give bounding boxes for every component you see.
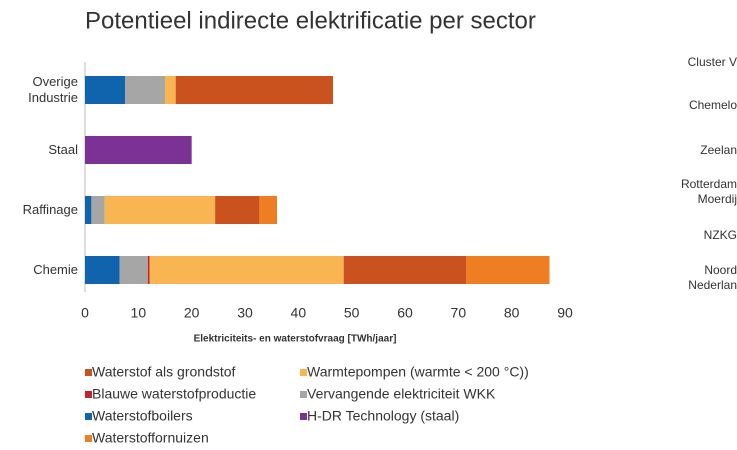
x-tick-label: 30 [237,305,253,321]
bar-segment [259,196,277,224]
y-tick-label: Raffinage [22,202,78,217]
bar-segment [165,76,176,104]
bar-segment [147,256,150,284]
legend-label: Warmtepompen (warmte < 200 °C)) [307,364,529,380]
x-tick-label: 40 [291,305,307,321]
legend-label: Waterstofboilers [92,408,193,424]
y-tick-label: Cluster V [687,54,737,69]
x-tick-label: 60 [397,305,413,321]
bar-segment [175,76,333,104]
x-axis-label: Elektriciteits- en waterstofvraag [TWh/j… [194,334,397,345]
x-tick-label: 80 [504,305,520,321]
legend-swatch [300,369,307,376]
x-tick-label: 70 [451,305,467,321]
bar-segment [91,196,105,224]
y-tick-label: Chemie [33,262,78,277]
legend-label: Waterstoffornuizen [92,430,209,446]
x-tick-label: 0 [81,305,89,321]
legend-label: Blauwe waterstofproductie [92,386,256,402]
x-tick-label: 10 [131,305,147,321]
legend-swatch [300,391,307,398]
y-tick-label: Zeelan [700,142,737,157]
bar-segment [85,136,192,164]
bar-segment [125,76,165,104]
legend-swatch [85,391,92,398]
x-tick-label: 50 [344,305,360,321]
y-tick-label: Staal [48,142,78,157]
legend-label: H-DR Technology (staal) [307,408,459,424]
y-tick-label: Rotterdam Moerdij [680,177,737,206]
x-tick-label: 90 [557,305,573,321]
legend-swatch [85,435,92,442]
bar-segment [104,196,216,224]
legend-swatch [85,369,92,376]
bar-segment [149,256,344,284]
bar-segment [119,256,148,284]
y-tick-label: NZKG [703,227,737,242]
bar-segment [215,196,260,224]
bar-segment [466,256,550,284]
legend-swatch [300,413,307,420]
y-tick-label: Noord Nederlan [688,263,737,292]
x-tick-label: 20 [184,305,200,321]
y-tick-label: Chemelo [688,97,737,112]
bar-segment [85,256,120,284]
legend-label: Vervangende elektriciteit WKK [307,386,496,402]
legend-label: Waterstof als grondstof [92,364,236,380]
y-tick-label: Overige Industrie [28,74,78,105]
bar-segment [85,196,92,224]
chart-title: Potentieel indirecte elektrificatie per … [85,7,536,34]
bar-segment [85,76,125,104]
legend-swatch [85,413,92,420]
bar-segment [343,256,467,284]
